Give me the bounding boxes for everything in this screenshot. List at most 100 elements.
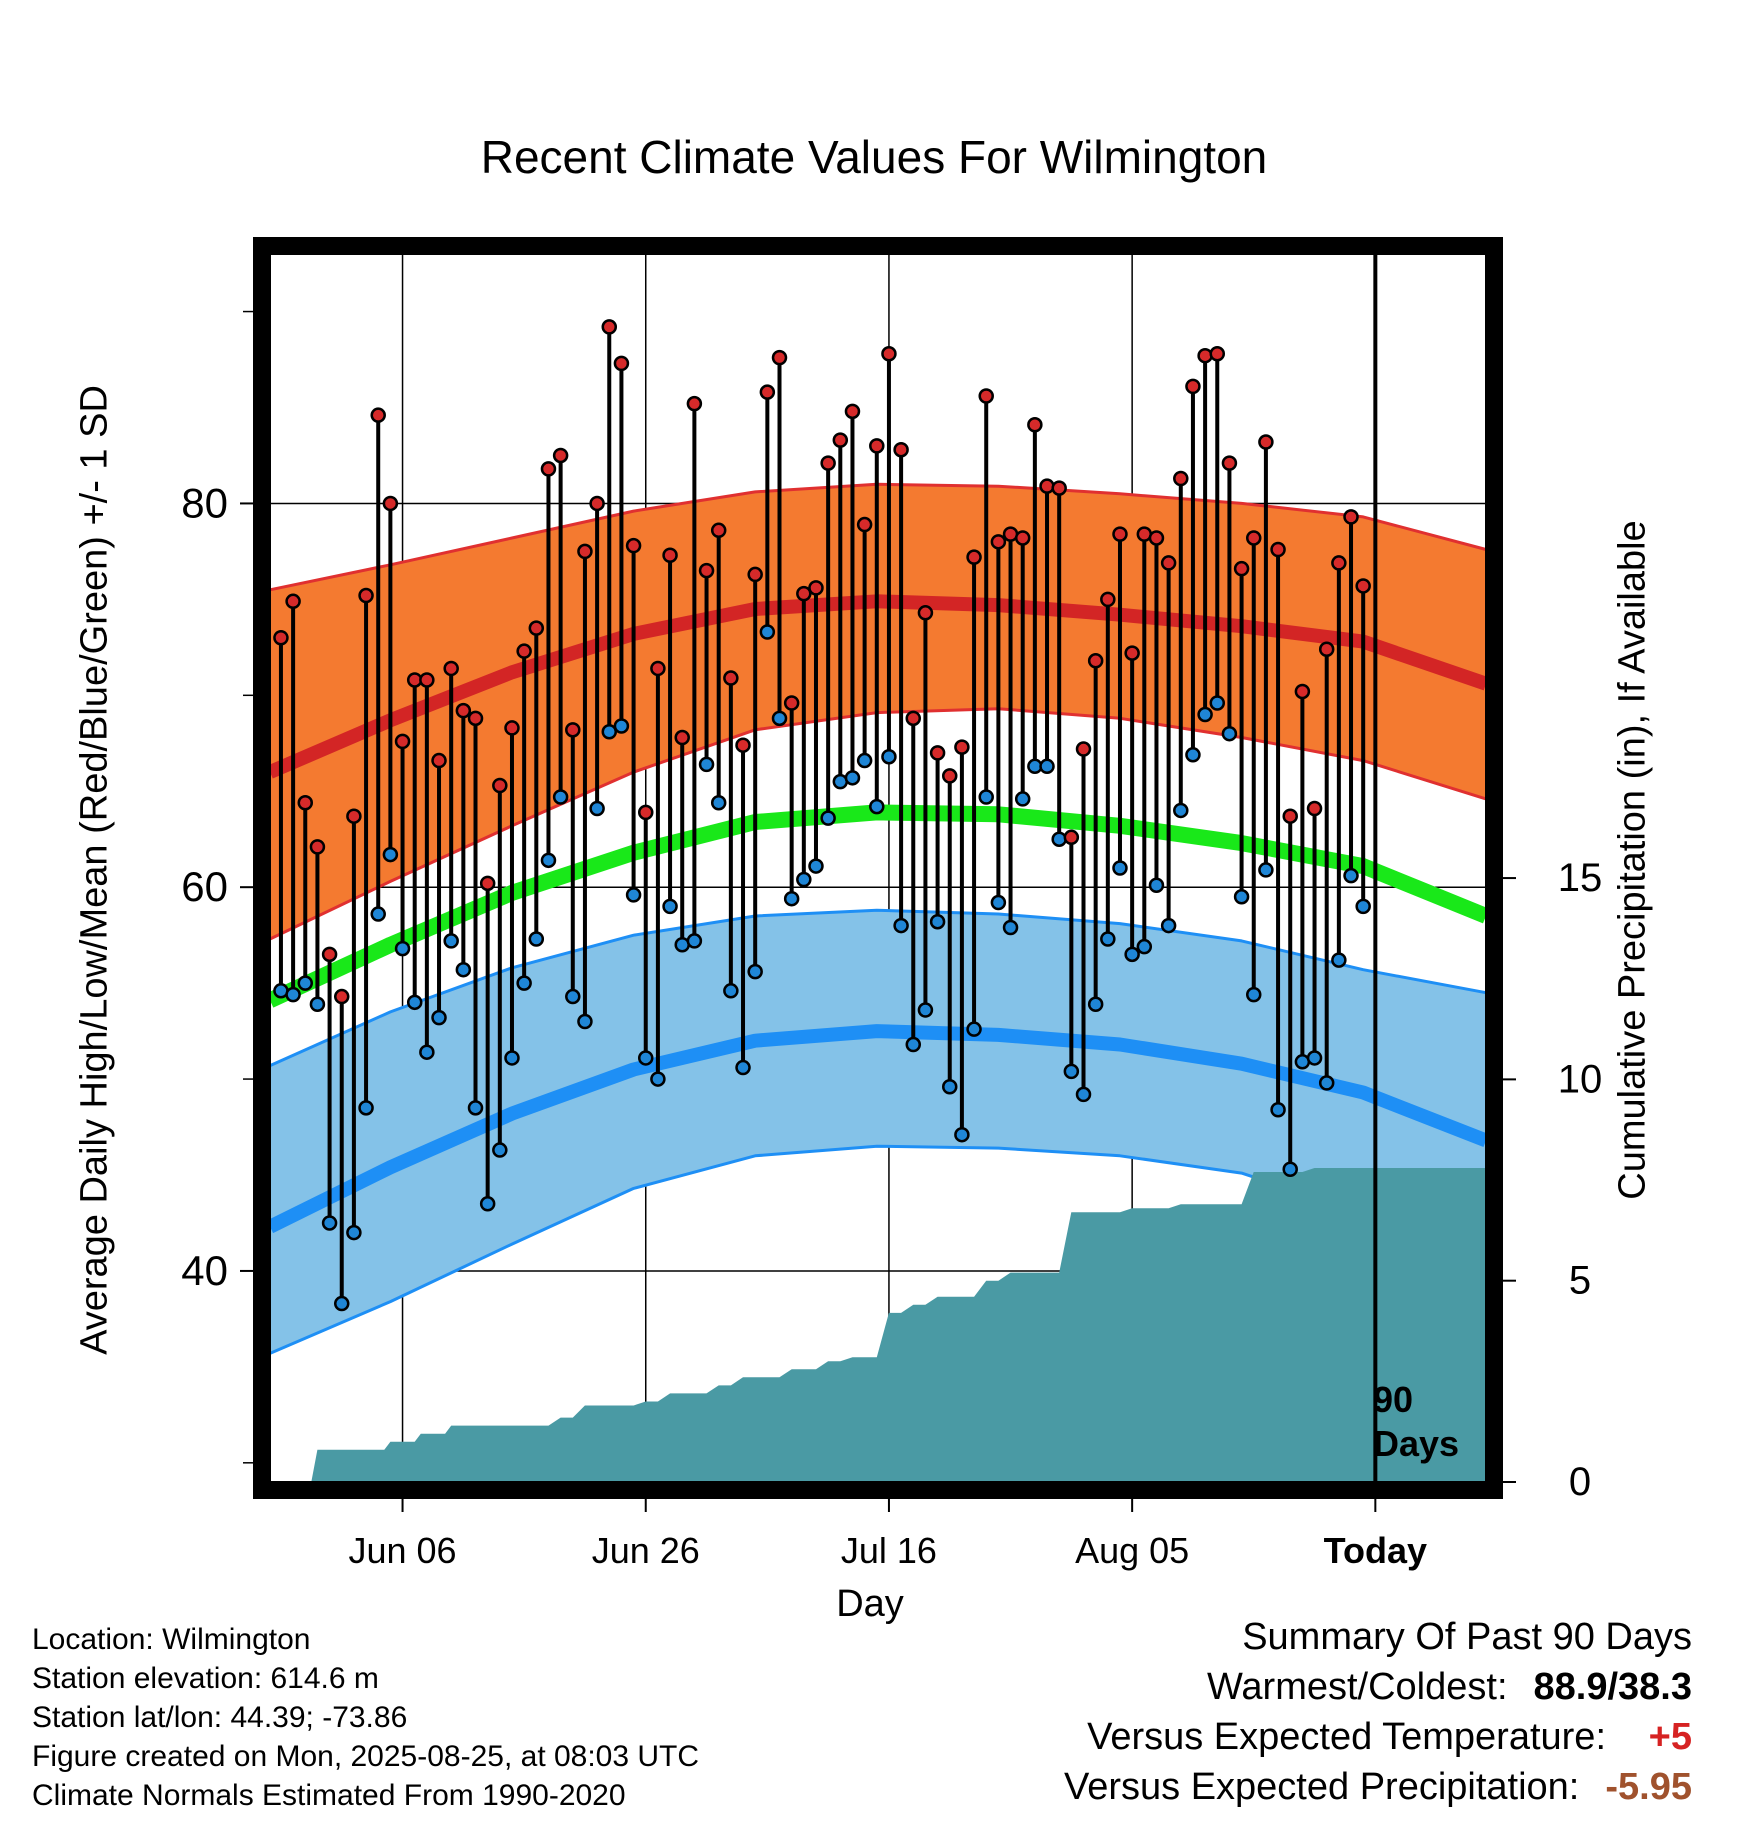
daily-high-point xyxy=(832,432,849,448)
daily-low-point xyxy=(625,887,642,903)
daily-high-point xyxy=(941,768,958,784)
low-normal-line xyxy=(266,1024,1489,1234)
daily-high-point xyxy=(905,710,922,727)
daily-high-point xyxy=(1331,555,1347,571)
low-normal-band xyxy=(270,910,1486,1354)
daily-high-point xyxy=(881,346,897,362)
daily-low-point xyxy=(1173,802,1189,819)
daily-low-point xyxy=(747,963,763,980)
daily-low-point xyxy=(1306,1050,1323,1066)
warm-cold-value: 88.9/38.3 xyxy=(1533,1666,1692,1708)
daily-low-point xyxy=(941,1078,958,1095)
daily-high-point xyxy=(1014,530,1031,546)
daily-low-point xyxy=(358,1100,374,1116)
daily-low-point xyxy=(601,724,618,740)
daily-high-point xyxy=(759,384,776,400)
daily-low-point xyxy=(723,983,739,999)
daily-high-point xyxy=(1087,653,1104,669)
daily-low-point xyxy=(443,933,459,949)
daily-high-point xyxy=(710,522,727,539)
daily-high-point xyxy=(1185,378,1201,395)
daily-low-point xyxy=(735,1059,751,1076)
plot-frame xyxy=(253,237,1503,1499)
daily-high-point xyxy=(358,587,374,604)
daily-high-point xyxy=(771,349,788,366)
daily-low-point xyxy=(504,1050,520,1066)
summary-precip-row: Versus Expected Precipitation: -5.95 xyxy=(1064,1762,1692,1812)
daily-high-point xyxy=(333,988,350,1005)
daily-low-point xyxy=(844,770,861,786)
daily-low-point xyxy=(406,994,423,1011)
precip-anomaly-value: -5.95 xyxy=(1605,1766,1692,1808)
daily-low-point xyxy=(1136,938,1153,955)
y-axis-label-right: Cumulative Precipitation (in), If Availa… xyxy=(1611,520,1654,1200)
precip-anomaly-label: Versus Expected Precipitation: xyxy=(1063,1766,1580,1808)
daily-high-point xyxy=(1221,455,1238,471)
today-marker-label: 90 Days xyxy=(1373,1379,1460,1464)
x-tick-label: Today xyxy=(1324,1530,1427,1571)
daily-high-point xyxy=(589,495,605,512)
daily-high-point xyxy=(419,672,435,688)
daily-high-point xyxy=(1318,641,1335,658)
daily-high-point xyxy=(954,739,970,755)
summary-warm-cold-row: Warmest/Coldest: 88.9/38.3 xyxy=(1064,1662,1692,1712)
y-left-tick-label: 60 xyxy=(181,863,228,910)
daily-low-point xyxy=(467,1100,484,1116)
daily-low-point xyxy=(1185,747,1201,763)
daily-low-point xyxy=(1282,1161,1298,1177)
daily-low-point xyxy=(1112,860,1128,876)
low-band-upper-edge xyxy=(269,908,1487,1067)
daily-high-point xyxy=(735,737,751,753)
daily-low-point xyxy=(881,748,897,765)
daily-high-point xyxy=(1160,555,1177,571)
daily-high-point xyxy=(698,562,715,579)
daily-high-point xyxy=(309,839,326,855)
daily-low-point xyxy=(297,975,314,991)
daily-low-point xyxy=(333,1295,350,1312)
daily-high-point xyxy=(467,710,484,727)
summary-temp-row: Versus Expected Temperature: +5 xyxy=(1064,1712,1692,1762)
x-tick-label: Jul 16 xyxy=(841,1530,937,1571)
daily-low-point xyxy=(455,961,472,978)
daily-high-point xyxy=(686,395,703,412)
daily-high-point xyxy=(978,388,994,404)
daily-high-point xyxy=(528,620,545,636)
daily-low-point xyxy=(613,718,630,734)
daily-high-point xyxy=(1027,417,1043,433)
daily-stems xyxy=(278,326,1366,1304)
daily-high-point xyxy=(990,534,1007,550)
daily-high-point xyxy=(1051,480,1067,496)
daily-high-point xyxy=(443,660,459,677)
x-tick-label: Jun 26 xyxy=(592,1530,700,1571)
daily-high-point xyxy=(929,745,946,761)
daily-low-point xyxy=(1258,862,1274,878)
daily-high-point xyxy=(1112,526,1128,542)
daily-low-point xyxy=(929,913,946,930)
daily-low-point xyxy=(1270,1102,1286,1118)
y-right-tick-label: 15 xyxy=(1558,856,1603,900)
daily-high-point xyxy=(1197,347,1213,364)
daily-low-point xyxy=(905,1036,922,1053)
daily-high-point xyxy=(479,875,496,892)
daily-low-point xyxy=(565,988,581,1005)
daily-high-point xyxy=(613,355,630,372)
daily-low-point xyxy=(650,1071,666,1087)
daily-high-point xyxy=(1209,346,1226,362)
daily-high-point xyxy=(1100,591,1116,608)
elevation-text: Station elevation: 614.6 m xyxy=(32,1662,379,1695)
daily-low-point xyxy=(1100,931,1116,947)
temp-anomaly-label: Versus Expected Temperature: xyxy=(1087,1716,1606,1758)
daily-high-point xyxy=(346,808,362,824)
daily-low-point xyxy=(783,890,800,907)
daily-low-point xyxy=(990,894,1007,911)
daily-high-point xyxy=(577,543,593,560)
daily-high-point xyxy=(552,447,569,464)
daily-high-point xyxy=(1343,509,1359,525)
daily-low-point xyxy=(1221,725,1238,742)
daily-low-point xyxy=(528,931,545,947)
daily-low-point xyxy=(492,1142,508,1158)
daily-high-point xyxy=(565,722,581,738)
daily-high-point xyxy=(917,605,934,621)
daily-low-point xyxy=(1002,919,1019,936)
daily-low-point xyxy=(710,795,727,811)
